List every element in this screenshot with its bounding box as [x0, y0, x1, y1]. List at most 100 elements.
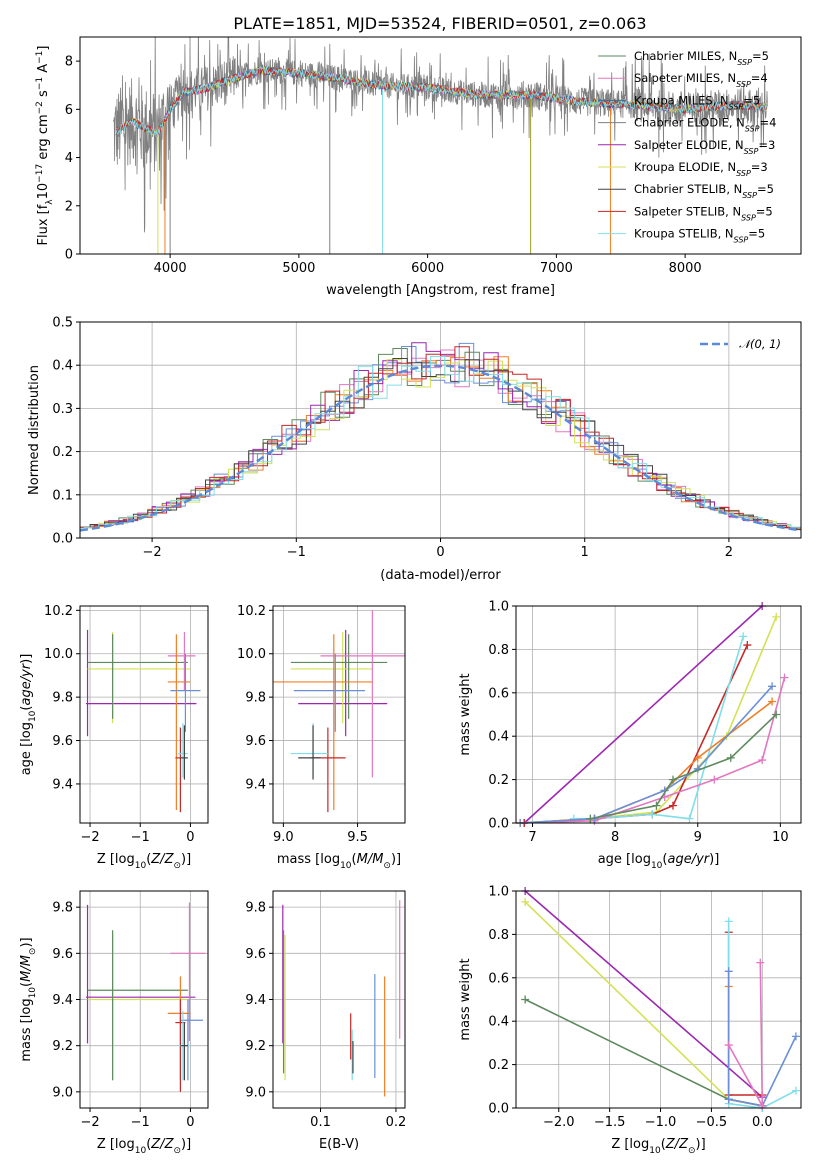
age-vs-mass-panel: 9.0 9.5 9.4 9.6 9.8 10.0 10.2 mass [log10(M/M⊙)…	[237, 604, 406, 871]
mass-weight-marker	[668, 775, 677, 784]
mass-weight-marker	[710, 775, 719, 784]
mass-weight-marker	[724, 917, 733, 926]
y-tick-label: 0.6	[488, 686, 509, 701]
mass-weight-marker	[739, 632, 748, 641]
x-tick-label: 4000	[154, 261, 187, 276]
mass-weight-marker	[726, 753, 735, 762]
legend-label: Chabrier STELIB, NSSP=5	[634, 182, 774, 200]
axes-frame	[79, 321, 802, 539]
mass-weight-marker	[652, 801, 661, 810]
y-tick-label: 8	[65, 55, 73, 70]
y-tick-label: 9.2	[52, 1039, 73, 1054]
mass-weight-marker	[586, 814, 595, 823]
weight-vs-age-panel: 7 8 9 10 0.0 0.2 0.4 0.6 0.8 1.0 age [log10(age/yr…	[458, 600, 802, 871]
y-axis-label: mass [log10(M/M⊙)]	[19, 937, 38, 1061]
x-tick-label: 10	[772, 830, 789, 845]
mass-weight-marker	[768, 682, 777, 691]
axes-frame	[79, 605, 209, 824]
y-axis-label: mass weight	[458, 673, 473, 755]
legend-label: Salpeter MILES, NSSP=4	[634, 71, 768, 89]
residuals-panel: −2 −1 0 1 2 0.0 0.1 0.2 0.3 0.4 0.5 𝒩(0, 1) (data-mo…	[27, 316, 802, 583]
y-tick-label: 1.0	[488, 600, 509, 615]
x-tick-label: 9.5	[347, 830, 368, 845]
mass-weight-marker	[693, 753, 702, 762]
y-tick-label: 10.2	[44, 604, 73, 619]
y-tick-label: 9.8	[245, 691, 266, 706]
x-tick-label: 5000	[282, 261, 315, 276]
x-tick-label: 7	[528, 830, 536, 845]
legend-label: Kroupa ELODIE, NSSP=3	[634, 160, 768, 178]
y-tick-label: 1.0	[488, 885, 509, 900]
mass-weight-marker	[791, 1032, 800, 1041]
mass-weight-marker	[791, 1086, 800, 1095]
spectrum-x-label: wavelength [Angstrom, rest frame]	[326, 283, 555, 298]
x-tick-label: −0.5	[696, 1115, 728, 1130]
mass-weight-marker	[772, 612, 781, 621]
x-tick-label: 1	[581, 545, 589, 560]
x-tick-label: 8	[611, 830, 619, 845]
x-tick-label: 9.0	[273, 830, 294, 845]
y-axis-label: age [log10(age/yr)]	[19, 654, 38, 776]
y-tick-label: 0.2	[488, 773, 509, 788]
mass-weight-marker	[780, 673, 789, 682]
x-tick-label: 6000	[411, 261, 444, 276]
y-tick-label: 10.2	[237, 604, 266, 619]
y-tick-label: 6	[65, 103, 73, 118]
mass-vs-Z-panel: −2 −1 0 9.0 9.2 9.4 9.6 9.8 Z [log10(Z/Z⊙)] mass …	[19, 890, 209, 1156]
y-tick-label: 9.8	[52, 691, 73, 706]
legend-label: Kroupa STELIB, NSSP=5	[634, 227, 765, 245]
legend-label: Salpeter STELIB, NSSP=5	[634, 204, 773, 222]
y-tick-label: 0.2	[52, 445, 73, 460]
spectrum-plot-area	[113, 37, 768, 254]
axes-frame	[79, 36, 802, 255]
y-tick-label: 9.8	[52, 901, 73, 916]
y-tick-label: 9.4	[52, 777, 73, 792]
x-tick-label: −1.5	[594, 1115, 626, 1130]
y-axis-label: mass weight	[458, 958, 473, 1040]
x-tick-label: −2	[80, 830, 99, 845]
y-tick-label: 0.4	[52, 359, 73, 374]
residuals-y-label: Normed distribution	[27, 365, 42, 495]
y-tick-label: 9.4	[52, 993, 73, 1008]
y-tick-label: 0.6	[488, 971, 509, 986]
mass-weight-marker	[756, 958, 765, 967]
axes-frame	[272, 605, 406, 824]
mass-weight-marker	[743, 641, 752, 650]
x-tick-label: 0	[186, 1115, 194, 1130]
legend-label: Salpeter ELODIE, NSSP=3	[634, 138, 775, 156]
mass-weight-marker	[685, 814, 694, 823]
mass-weight-marker	[724, 967, 733, 976]
mass-weight-marker	[668, 801, 677, 810]
residual-histogram-line	[80, 356, 801, 529]
y-tick-label: 2	[65, 199, 73, 214]
y-tick-label: 9.6	[245, 947, 266, 962]
y-tick-label: 0.8	[488, 928, 509, 943]
x-tick-label: 0.1	[310, 1115, 331, 1130]
x-axis-label: Z [log10(Z/Z⊙)]	[97, 852, 191, 871]
spectrum-y-label: Flux [fλ10−17 erg cm−2 s−1 A−1]	[35, 46, 55, 246]
mass-weight-line	[523, 605, 763, 824]
x-axis-label: age [log10(age/yr)]	[598, 852, 720, 871]
normal-distribution-curve	[80, 364, 801, 532]
y-tick-label: 0.8	[488, 643, 509, 658]
x-tick-label: −1	[287, 545, 306, 560]
mass-weight-marker	[521, 897, 530, 906]
mass-weight-line	[520, 677, 786, 824]
legend-label: Chabrier MILES, NSSP=5	[634, 49, 769, 67]
x-tick-label: 7000	[540, 261, 573, 276]
x-tick-label: 8000	[669, 261, 702, 276]
y-tick-label: 9.2	[245, 1039, 266, 1054]
x-axis-label: mass [log10(M/M⊙)]	[277, 852, 401, 871]
x-tick-label: −2	[143, 545, 162, 560]
y-tick-label: 0.2	[488, 1058, 509, 1073]
y-tick-label: 9.4	[245, 777, 266, 792]
weight-vs-Z-panel: −2.0 −1.5 −1.0 −0.5 0.0 0.0 0.2 0.4 0.6 0.8 1.0 Z […	[458, 885, 802, 1156]
x-tick-label: 0	[436, 545, 444, 560]
axes-frame	[515, 605, 802, 824]
mass-weight-marker	[521, 995, 530, 1004]
axes-frame	[79, 890, 209, 1109]
legend-label: Chabrier ELODIE, NSSP=4	[634, 116, 776, 134]
y-tick-label: 0.0	[488, 1102, 509, 1117]
age-vs-Z-panel: −2 −1 0 9.4 9.6 9.8 10.0 10.2 Z [log10(Z/Z⊙)] age…	[19, 604, 209, 871]
